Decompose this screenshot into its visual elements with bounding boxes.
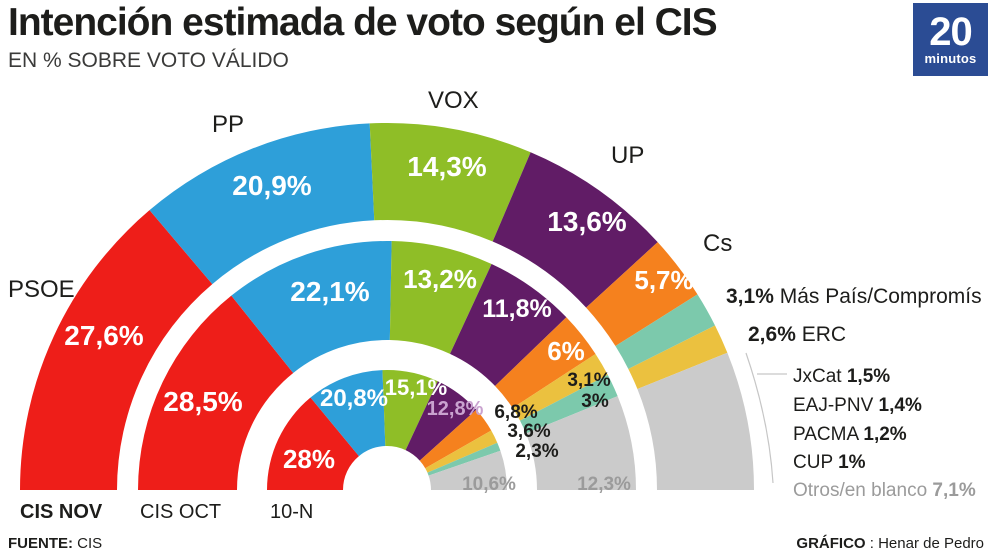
party-label-vox: VOX <box>428 87 479 114</box>
segment-cis-oct-psoe <box>138 295 294 490</box>
ring-label-10-n: 10-N <box>270 501 313 523</box>
segment-10-n-psoe <box>267 397 359 490</box>
segment-cis-oct-up <box>450 264 567 386</box>
value-label-10-n-vox: 15,1% <box>385 375 447 400</box>
segment-10-n-otros <box>428 450 507 490</box>
value-label-cis-oct-m-s-pa-s-comprom-s: 3% <box>581 391 609 412</box>
source-credit: FUENTE: CIS <box>8 535 102 552</box>
value-label-cis-oct-otros: 12,3% <box>577 474 631 495</box>
brand-logo-20minutos: 20 minutos <box>913 3 988 76</box>
segment-10-n-vox <box>382 370 438 451</box>
segment-cis-oct-cs <box>495 317 596 409</box>
credit-value: : Henar de Pedro <box>865 535 984 552</box>
segment-cis-nov-pp <box>149 123 375 285</box>
segment-cis-nov-otros <box>637 352 754 490</box>
value-label-cis-oct-psoe: 28,5% <box>163 386 242 417</box>
party-label-up: UP <box>611 142 644 169</box>
leader-line-minor-parties <box>745 352 774 484</box>
segment-cis-nov-erc <box>628 325 728 390</box>
segment-cis-oct-erc <box>512 353 608 421</box>
value-label-cis-oct-erc: 3,1% <box>567 370 610 391</box>
logo-word: minutos <box>924 50 977 66</box>
page-subtitle: EN % SOBRE VOTO VÁLIDO <box>8 48 289 72</box>
value-label-cis-oct-cs: 6% <box>547 336 585 366</box>
value-label-cis-nov-pp: 20,9% <box>232 170 311 201</box>
segment-10-n-cs <box>419 409 492 469</box>
ring-label-cis-nov: CIS NOV <box>20 501 103 523</box>
party-label-pp: PP <box>212 111 244 138</box>
minor-party-otros-en-blanco: Otros/en blanco 7,1% <box>793 480 976 501</box>
page-title: Intención estimada de voto según el CIS <box>8 1 718 44</box>
value-label-10-n-up: 12,8% <box>427 398 484 420</box>
segment-cis-nov-cs <box>586 242 698 347</box>
minor-party-pacma: PACMA 1,2% <box>793 424 907 445</box>
author-credit: GRÁFICO : Henar de Pedro <box>796 535 984 552</box>
party-label-psoe: PSOE <box>8 276 75 303</box>
segment-10-n-m-s-pa-s-comprom-s <box>427 442 501 476</box>
segment-cis-nov-m-s-pa-s-comprom-s <box>615 294 716 369</box>
source-value: CIS <box>73 535 103 552</box>
segment-10-n-erc <box>425 430 498 473</box>
segment-cis-oct-pp <box>231 240 392 373</box>
segment-cis-nov-vox <box>369 123 531 242</box>
header: Intención estimada de voto según el CIS … <box>8 1 718 73</box>
value-label-10-n-erc: 3,6% <box>507 421 550 442</box>
value-label-cis-oct-vox: 13,2% <box>403 264 477 294</box>
value-label-cis-nov-cs: 5,7% <box>634 265 693 295</box>
minor-party-eaj-pnv: EAJ-PNV 1,4% <box>793 395 922 416</box>
value-label-10-n-cs: 6,8% <box>494 402 537 423</box>
value-label-cis-nov-up: 13,6% <box>547 206 626 237</box>
segment-cis-nov-up <box>492 152 658 308</box>
minor-party-jxcat: JxCat 1,5% <box>793 366 890 387</box>
logo-number: 20 <box>929 9 972 54</box>
value-label-cis-nov-psoe: 27,6% <box>64 320 143 351</box>
legend-erc: 2,6% ERC <box>748 323 846 346</box>
minor-party-cup: CUP 1% <box>793 452 866 473</box>
legend-m-s-pa-s-comprom-s: 3,1% Más País/Compromís <box>726 285 982 308</box>
segment-10-n-pp <box>310 370 386 457</box>
credit-label: GRÁFICO <box>796 535 866 552</box>
segment-cis-oct-m-s-pa-s-comprom-s <box>520 374 618 434</box>
value-label-cis-oct-up: 11,8% <box>482 295 552 323</box>
value-label-cis-oct-pp: 22,1% <box>290 276 369 307</box>
value-label-10-n-psoe: 28% <box>283 444 335 474</box>
value-label-10-n-otros: 10,6% <box>462 474 516 495</box>
segment-cis-oct-vox <box>389 241 492 354</box>
segment-cis-oct-otros <box>525 396 636 490</box>
source-label: FUENTE: <box>8 535 73 552</box>
ring-label-cis-oct: CIS OCT <box>140 501 221 523</box>
party-label-cs: Cs <box>703 230 732 257</box>
value-label-10-n-pp: 20,8% <box>320 385 388 412</box>
value-label-10-n-m-s-pa-s-comprom-s: 2,3% <box>515 441 558 462</box>
segment-cis-nov-psoe <box>20 210 213 490</box>
segment-10-n-up <box>405 381 477 461</box>
value-label-cis-nov-vox: 14,3% <box>407 151 486 182</box>
